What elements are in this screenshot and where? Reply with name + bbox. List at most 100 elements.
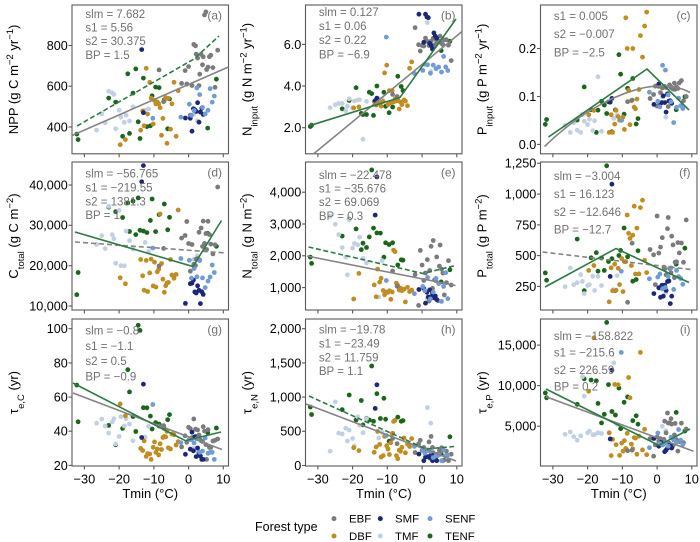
svg-text:s2 = 11.759: s2 = 11.759 [319,352,379,364]
svg-text:Tmin (°C): Tmin (°C) [591,486,647,501]
svg-text:s1 = 5.56: s1 = 5.56 [85,23,133,35]
svg-text:40: 40 [54,425,68,439]
svg-text:TMF: TMF [395,531,418,542]
svg-text:750: 750 [515,218,536,232]
svg-text:500: 500 [515,249,536,263]
svg-text:slm = −3.004: slm = −3.004 [554,171,621,183]
svg-text:−30: −30 [307,472,329,487]
svg-text:slm = 7.682: slm = 7.682 [85,9,145,21]
svg-text:BP = −2.5: BP = −2.5 [554,47,605,59]
svg-text:s2 = 30.375: s2 = 30.375 [85,36,145,48]
svg-text:2.0: 2.0 [284,121,302,135]
svg-text:80: 80 [54,356,68,370]
svg-text:60: 60 [54,391,68,405]
svg-text:−20: −20 [577,472,599,487]
svg-text:s1 = −219.55: s1 = −219.55 [85,182,152,194]
svg-text:Ptotal (g P m−2): Ptotal (g P m−2) [473,194,495,278]
svg-text:(c): (c) [677,8,691,22]
svg-text:Tmin (°C): Tmin (°C) [356,486,412,501]
svg-text:τe,C (yr): τe,C (yr) [6,371,27,414]
svg-text:−30: −30 [74,472,96,487]
svg-text:Ntotal (g N m−2): Ntotal (g N m−2) [238,193,260,278]
svg-text:−20: −20 [108,472,130,487]
svg-text:s2 = 1381.3: s2 = 1381.3 [85,196,145,208]
svg-text:BP = 0.2: BP = 0.2 [554,382,598,394]
svg-text:−10: −10 [143,472,165,487]
svg-text:s1 = −23.49: s1 = −23.49 [319,338,380,350]
svg-text:slm = 0.127: slm = 0.127 [319,7,379,19]
svg-text:2,000: 2,000 [270,322,302,336]
svg-text:3,000: 3,000 [270,217,302,231]
svg-text:s1 = 16.123: s1 = 16.123 [554,189,614,201]
svg-text:800: 800 [47,39,68,53]
svg-text:2,000: 2,000 [270,249,302,263]
svg-text:slm = −56.765: slm = −56.765 [85,169,158,181]
svg-text:1,250: 1,250 [505,157,537,171]
svg-text:0: 0 [419,472,426,487]
svg-text:20,000: 20,000 [29,259,68,273]
svg-text:250: 250 [515,280,536,294]
svg-text:0: 0 [185,472,192,487]
svg-text:0.2: 0.2 [519,42,537,56]
svg-text:(a): (a) [207,8,222,22]
svg-text:τe,N (yr): τe,N (yr) [240,371,261,414]
svg-text:TENF: TENF [445,531,475,542]
svg-text:(d): (d) [207,165,222,179]
svg-text:(h): (h) [441,322,456,336]
svg-text:s2 = 0.5: s2 = 0.5 [85,356,126,368]
svg-text:10,000: 10,000 [29,299,68,313]
svg-text:30,000: 30,000 [29,219,68,233]
svg-text:0.1: 0.1 [519,90,537,104]
svg-text:−10: −10 [376,472,398,487]
svg-text:1,000: 1,000 [270,281,302,295]
svg-text:0: 0 [294,459,301,473]
svg-text:BP = 1.1: BP = 1.1 [319,366,363,378]
svg-text:(g): (g) [207,322,222,336]
svg-text:BP = −6.9: BP = −6.9 [319,49,370,61]
svg-text:10: 10 [450,472,464,487]
svg-text:slm = −0.8: slm = −0.8 [85,326,139,338]
svg-text:1,000: 1,000 [270,391,302,405]
svg-text:EBF: EBF [349,514,371,526]
svg-text:s2 = 69.069: s2 = 69.069 [319,197,379,209]
svg-text:(e): (e) [441,165,456,179]
svg-text:Ninput (g N m−2 yr−1): Ninput (g N m−2 yr−1) [238,23,260,136]
svg-text:1,500: 1,500 [270,356,302,370]
svg-text:s1 = −215.6: s1 = −215.6 [554,348,615,360]
svg-text:10,000: 10,000 [498,379,537,393]
svg-text:100: 100 [47,322,68,336]
svg-text:DBF: DBF [349,531,372,542]
svg-text:10: 10 [685,472,699,487]
svg-text:slm = −158.822: slm = −158.822 [554,331,633,343]
svg-text:Tmin (°C): Tmin (°C) [122,486,178,501]
svg-text:s2 = 226.59: s2 = 226.59 [554,365,614,377]
svg-text:5,000: 5,000 [505,420,537,434]
svg-text:6.0: 6.0 [284,38,302,52]
svg-text:τe,P (yr): τe,P (yr) [475,371,496,414]
svg-text:600: 600 [47,80,68,94]
svg-text:SENF: SENF [445,514,475,526]
svg-text:s2 = −12.646: s2 = −12.646 [554,207,621,219]
svg-text:Pinput (g P m−2 yr−1): Pinput (g P m−2 yr−1) [473,24,495,135]
svg-text:BP = 1.5: BP = 1.5 [85,50,129,62]
svg-text:s1 = 0.005: s1 = 0.005 [554,11,608,23]
svg-text:(i): (i) [680,322,691,336]
svg-text:s1 = −1.1: s1 = −1.1 [85,341,133,353]
svg-text:s1 = 0.06: s1 = 0.06 [319,21,367,33]
svg-text:10: 10 [216,472,230,487]
svg-text:−20: −20 [342,472,364,487]
svg-text:Forest type: Forest type [255,520,318,534]
svg-text:slm = −22.478: slm = −22.478 [319,170,392,182]
svg-text:400: 400 [47,120,68,134]
svg-text:SMF: SMF [395,514,419,526]
svg-text:500: 500 [280,425,301,439]
svg-text:1,000: 1,000 [505,188,537,202]
svg-text:NPP (g C m−2 yr−1): NPP (g C m−2 yr−1) [5,25,22,135]
svg-text:s2 = 0.22: s2 = 0.22 [319,35,367,47]
svg-text:−10: −10 [612,472,634,487]
svg-text:40,000: 40,000 [29,178,68,192]
svg-text:20: 20 [54,459,68,473]
svg-text:4,000: 4,000 [270,186,302,200]
svg-text:slm = −19.78: slm = −19.78 [319,325,385,337]
svg-text:s2 = −0.007: s2 = −0.007 [554,29,615,41]
